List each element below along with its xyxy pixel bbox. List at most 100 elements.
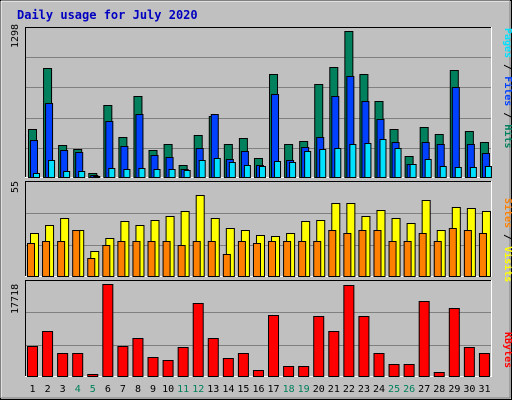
files-bar-day-29 [451,87,460,178]
sites-bar-day-19 [298,241,307,277]
kbytes-bar-day-29 [448,308,460,377]
day-label-23: 23 [358,384,370,395]
svg-text:Sites / Visits: Sites / Visits [502,198,512,282]
day-label-20: 20 [313,384,325,395]
sites-bar-day-3 [57,241,66,277]
kbytes-bar-day-8 [132,338,144,377]
kbytes-bar-day-7 [117,346,129,377]
sites-bar-day-1 [27,243,35,277]
sites-bar-day-9 [147,241,156,277]
kbytes-bar-day-28 [433,372,445,377]
svg-text:Pages / Files: Pages / Files / Hits [502,28,512,149]
kbytes-bar-day-25 [388,364,400,377]
pages-bar-day-23 [364,143,372,178]
panel-hits-files-pages [25,27,492,178]
kbytes-bar-day-21 [328,331,340,377]
day-label-6: 6 [105,384,111,395]
day-label-19: 19 [298,384,310,395]
kbytes-bar-day-31 [478,353,490,377]
sites-bar-day-10 [162,241,171,277]
day-label-25: 25 [388,384,400,395]
pages-bar-day-19 [304,151,312,178]
pages-bar-day-27 [424,159,432,178]
pages-bar-day-8 [138,168,146,178]
pages-bar-day-21 [334,148,342,178]
panel1-ymax-label: 1298 [10,24,21,48]
kbytes-bar-day-20 [313,316,325,377]
kbytes-bar-day-11 [177,347,189,377]
kbytes-bar-day-26 [403,364,415,377]
sites-bar-day-14 [222,254,231,277]
kbytes-bar-day-10 [162,360,174,377]
legend-files: Files [502,76,512,106]
day-label-22: 22 [343,384,355,395]
panel-visits-sites [25,181,492,277]
sites-bar-day-4 [72,230,81,277]
files-bar-day-1 [30,140,38,178]
sites-bar-day-25 [388,241,397,277]
pages-bar-day-30 [469,167,477,178]
day-label-3: 3 [60,384,66,395]
legend-hits: Hits [502,124,512,148]
pages-bar-day-20 [319,149,327,178]
pages-bar-day-3 [63,171,71,178]
panel1-plot-area [25,27,492,178]
pages-bar-day-28 [439,166,447,178]
kbytes-bar-day-22 [343,285,355,377]
day-label-28: 28 [433,384,445,395]
pages-bar-day-1 [33,173,40,178]
pages-bar-day-5 [93,176,101,178]
pages-bar-day-16 [258,166,266,178]
day-label-4: 4 [75,384,81,395]
sites-bar-day-24 [373,230,382,277]
kbytes-bar-day-5 [87,374,99,377]
day-label-5: 5 [90,384,96,395]
pages-bar-day-29 [454,167,462,178]
legend-visits: Visits [502,246,512,282]
sites-bar-day-16 [252,243,261,277]
sites-bar-day-18 [283,241,292,277]
kbytes-bar-day-27 [418,301,430,377]
sites-bar-day-20 [313,241,322,277]
kbytes-bar-day-2 [42,331,54,377]
legend-sites: Sites [502,198,512,228]
pages-bar-day-15 [243,165,251,178]
day-label-12: 12 [192,384,204,395]
svg-text:KBytes: KBytes [502,332,512,368]
pages-bar-day-13 [213,158,221,178]
kbytes-bar-day-30 [463,347,475,377]
pages-bar-day-9 [153,169,161,178]
day-label-10: 10 [162,384,174,395]
pages-bar-day-10 [168,169,176,178]
day-label-24: 24 [373,384,385,395]
kbytes-bar-day-14 [222,358,234,377]
legend-sep-1: / [502,64,512,70]
pages-bar-day-17 [274,161,282,178]
kbytes-bar-day-19 [298,366,310,377]
kbytes-bar-day-1 [27,346,38,377]
kbytes-bar-day-13 [207,338,219,377]
kbytes-bar-day-17 [268,315,280,377]
pages-bar-day-11 [183,170,191,178]
day-label-31: 31 [478,384,490,395]
day-label-2: 2 [45,384,51,395]
sites-bar-day-11 [177,245,186,277]
sites-bar-day-5 [87,258,96,277]
legend-panel1: Pages / Files / Hits [502,28,512,149]
day-label-8: 8 [135,384,141,395]
pages-bar-day-2 [48,160,56,178]
kbytes-bar-day-23 [358,316,370,377]
sites-bar-day-23 [358,230,367,277]
day-axis-labels: 1 2 3 4 5 6 7 8 9 10 11 12 13 14 15 16 17 18 19 20 21 22 23 24 2… [30,384,491,395]
panel2-ymax-label: 55 [10,181,21,193]
day-label-17: 17 [268,384,280,395]
day-label-30: 30 [463,384,475,395]
pages-bar-day-14 [228,162,236,178]
legend-panel3: KBytes [502,332,512,368]
sites-bar-day-22 [343,233,352,277]
panel3-ymax-label: 17718 [10,284,21,314]
legend-kbytes: KBytes [502,332,512,368]
pages-bar-day-12 [198,160,206,178]
